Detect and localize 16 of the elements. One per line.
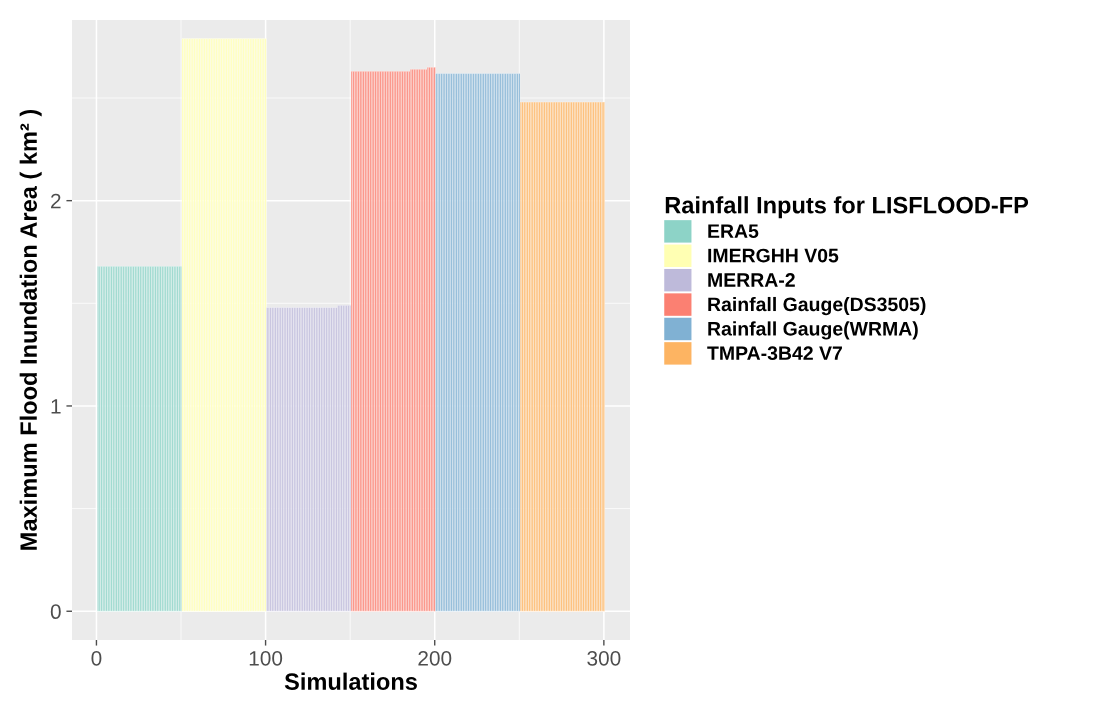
legend-label: Rainfall Gauge(DS3505) <box>708 296 926 316</box>
x-tick-label: 0 <box>91 650 102 666</box>
legend-label: Rainfall Gauge(WRMA) <box>708 321 918 340</box>
x-tick-label: 200 <box>418 650 452 666</box>
y-tick-label: 2 <box>51 193 61 209</box>
y-tick-label: 1 <box>51 399 61 414</box>
x-tick-label: 100 <box>249 650 283 666</box>
legend-label: TMPA-3B42 V7 <box>707 346 842 361</box>
y-axis-title: Maximum Flood Inundation Area ( km² ) <box>19 109 42 550</box>
x-tick-label: 300 <box>587 650 621 666</box>
y-tick-label: 0 <box>50 604 61 620</box>
legend-label: ERA5 <box>708 224 759 239</box>
x-axis-title: Simulations <box>284 672 417 690</box>
legend-label: IMERGHH V05 <box>708 248 839 263</box>
legend-label: MERRA-2 <box>708 273 795 287</box>
legend-title: Rainfall Inputs for LISFLOOD-FP <box>665 196 1029 219</box>
